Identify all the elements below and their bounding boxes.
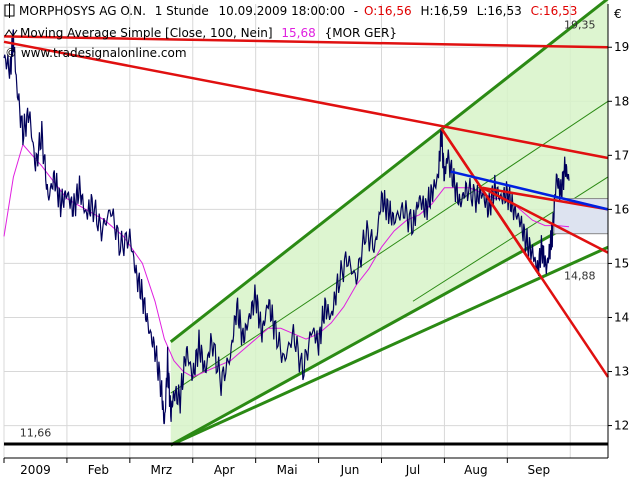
y-tick-label: 16 [614, 202, 629, 216]
blue-trendline [450, 170, 609, 211]
axes: €19 18 17 16 15 14 13 12 2009 Feb Mrz Apr Mai Jun Jul A… [3, 4, 629, 477]
trend-channel [169, 0, 609, 447]
low-value: L:16,53 [477, 4, 522, 18]
y-tick-label: 17 [614, 148, 629, 162]
channel-fill [170, 0, 608, 446]
ma-instrument: {MOR GER} [325, 26, 397, 40]
channel-lower-line [170, 202, 609, 447]
annotation-label: 11,66 [20, 426, 51, 439]
x-tick-label: Aug [464, 463, 487, 477]
watermark: © www.tradesignalonline.com [5, 46, 187, 60]
ma-label: Moving Average Simple [Close, 100, Nein] [20, 26, 273, 40]
red-trendlines [3, 35, 610, 378]
separator: - [354, 4, 358, 18]
svg-text:MORPHOSYS AG O.N. 1 Stun: MORPHOSYS AG O.N. 1 Stunde 10.09.2009 18… [19, 4, 577, 18]
x-tick-label: Jun [340, 463, 360, 477]
y-tick-label: 18 [614, 94, 629, 108]
annotation-label: 19,35 [564, 18, 596, 31]
annotation-label: 14,88 [564, 270, 596, 283]
y-tick-label: 12 [614, 419, 629, 433]
ma-value: 15,68 [281, 26, 315, 40]
datetime: 10.09.2009 18:00:00 [219, 4, 345, 18]
red-trendline [440, 127, 610, 378]
y-tick-label: 14 [614, 310, 629, 324]
x-tick-label: Apr [214, 463, 235, 477]
x-tick-label: Mrz [150, 463, 172, 477]
blue-trendlines [450, 170, 609, 211]
x-tick-label: Feb [88, 463, 109, 477]
channel-inner-line [412, 176, 609, 302]
channel-middle-line [170, 100, 609, 394]
currency-label: € [614, 7, 622, 21]
svg-text:Moving Average Simple [Close,: Moving Average Simple [Close, 100, Nein]… [20, 26, 397, 40]
x-tick-label: 2009 [20, 463, 51, 477]
x-tick-label: Sep [527, 463, 550, 477]
indicator-icon [4, 29, 18, 37]
red-trendline [3, 40, 609, 160]
red-trendline [481, 186, 609, 254]
y-tick-label: 19 [614, 40, 629, 54]
red-trendline [481, 186, 609, 211]
channel-upper-line [169, 0, 609, 343]
instrument-name: MORPHOSYS AG O.N. [19, 4, 146, 18]
channel-parallel-line [170, 245, 609, 447]
close-value: C:16,53 [531, 4, 578, 18]
open-value: O:16,56 [364, 4, 412, 18]
interval: 1 Stunde [155, 4, 209, 18]
y-tick-label: 13 [614, 365, 629, 379]
high-value: H:16,59 [420, 4, 467, 18]
red-trendline [3, 35, 609, 49]
annotations: 19,35 14,88 11,66 [20, 18, 596, 439]
moving-average-series [3, 143, 570, 378]
chart-header: MORPHOSYS AG O.N. 1 Stunde 10.09.2009 18… [4, 3, 577, 60]
x-tick-label: Mai [277, 463, 298, 477]
moving-average-line [3, 143, 570, 378]
x-tick-label: Jul [405, 463, 420, 477]
y-tick-label: 15 [614, 256, 629, 270]
